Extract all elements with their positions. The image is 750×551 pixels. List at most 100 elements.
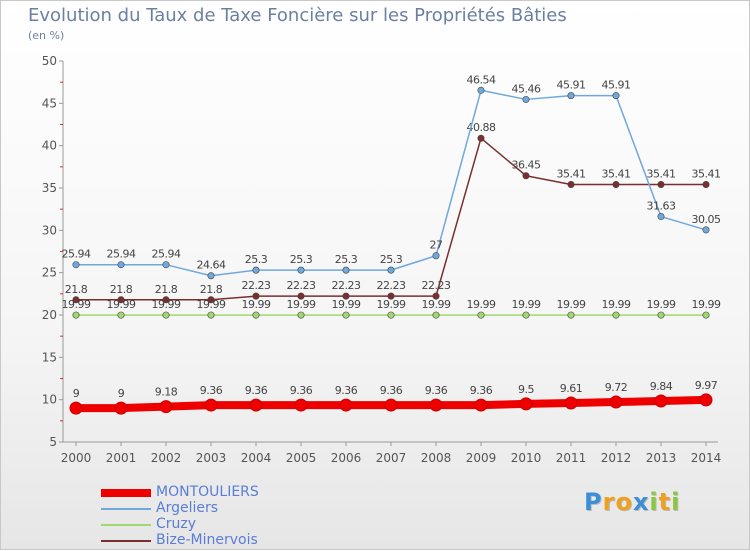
data-point-argeliers-2013	[657, 213, 665, 221]
y-tick-label-15: 15	[42, 350, 57, 364]
data-point-bize-minervois-2010	[522, 172, 530, 180]
data-label-cruzy-2006: 19.99	[332, 298, 361, 311]
data-point-argeliers-2007	[387, 266, 395, 274]
data-point-montouliers-2012	[609, 395, 623, 409]
logo-letter: r	[602, 488, 616, 516]
data-point-cruzy-2008	[432, 311, 440, 319]
x-tick-label-2007: 2007	[376, 451, 407, 465]
y-tick-label-25: 25	[42, 266, 57, 280]
x-tick-label-2003: 2003	[196, 451, 227, 465]
legend-label-argeliers: Argeliers	[156, 500, 219, 516]
x-tick-label-2010: 2010	[511, 451, 542, 465]
data-label-argeliers-2004: 25.3	[245, 253, 268, 266]
data-point-cruzy-2004	[252, 311, 260, 319]
data-point-cruzy-2003	[207, 311, 215, 319]
data-label-bize-minervois-2008: 22.23	[422, 279, 451, 292]
proxiti-logo: Proxiti	[584, 488, 680, 516]
data-point-cruzy-2002	[162, 311, 170, 319]
data-point-bize-minervois-2004	[252, 292, 260, 300]
data-label-argeliers-2011: 45.91	[557, 79, 586, 92]
data-label-bize-minervois-2005: 22.23	[287, 279, 316, 292]
data-label-cruzy-2012: 19.99	[602, 298, 631, 311]
data-point-argeliers-2012	[612, 92, 620, 100]
data-label-bize-minervois-2003: 21.8	[200, 283, 223, 296]
data-label-montouliers-2002: 9.18	[155, 386, 178, 399]
data-label-argeliers-2010: 45.46	[512, 82, 541, 95]
legend-label-cruzy: Cruzy	[156, 516, 197, 532]
data-point-argeliers-2009	[477, 86, 485, 94]
data-label-bize-minervois-2010: 36.45	[512, 159, 541, 172]
y-tick-label-50: 50	[42, 54, 57, 68]
data-point-montouliers-2004	[249, 398, 263, 412]
data-point-cruzy-2000	[72, 311, 80, 319]
data-label-argeliers-2003: 24.64	[197, 259, 226, 272]
data-point-montouliers-2005	[294, 398, 308, 412]
data-point-bize-minervois-2001	[117, 296, 125, 304]
data-label-bize-minervois-2001: 21.8	[110, 283, 133, 296]
x-tick-label-2009: 2009	[466, 451, 497, 465]
data-label-argeliers-2000: 25.94	[62, 248, 91, 261]
data-point-cruzy-2006	[342, 311, 350, 319]
data-label-montouliers-2011: 9.61	[560, 382, 583, 395]
data-label-argeliers-2006: 25.3	[335, 253, 358, 266]
legend-label-montouliers: MONTOULIERS	[156, 484, 259, 500]
data-point-argeliers-2001	[117, 261, 125, 269]
data-point-montouliers-2007	[384, 398, 398, 412]
data-label-argeliers-2012: 45.91	[602, 79, 631, 92]
data-label-bize-minervois-2014: 35.41	[692, 168, 721, 181]
y-tick-label-20: 20	[42, 308, 57, 322]
y-tick-label-40: 40	[42, 139, 57, 153]
data-label-cruzy-2010: 19.99	[512, 298, 541, 311]
data-point-montouliers-2002	[159, 400, 173, 414]
data-point-bize-minervois-2007	[387, 292, 395, 300]
data-label-cruzy-2008: 19.99	[422, 298, 451, 311]
data-point-argeliers-2004	[252, 266, 260, 274]
data-point-argeliers-2003	[207, 272, 215, 280]
data-point-montouliers-2001	[114, 401, 128, 415]
x-tick-label-2013: 2013	[646, 451, 677, 465]
data-point-montouliers-2000	[69, 401, 83, 415]
data-point-cruzy-2001	[117, 311, 125, 319]
data-label-cruzy-2002: 19.99	[152, 298, 181, 311]
y-tick-label-5: 5	[49, 435, 57, 449]
data-point-argeliers-2006	[342, 266, 350, 274]
data-label-argeliers-2007: 25.3	[380, 253, 403, 266]
logo-letter: i	[671, 488, 681, 516]
x-tick-label-2014: 2014	[691, 451, 722, 465]
data-point-cruzy-2011	[567, 311, 575, 319]
chart-subtitle: (en %)	[28, 29, 65, 42]
x-tick-label-2011: 2011	[556, 451, 587, 465]
x-tick-label-2004: 2004	[241, 451, 272, 465]
data-point-montouliers-2003	[204, 398, 218, 412]
data-point-bize-minervois-2003	[207, 296, 215, 304]
data-point-montouliers-2009	[474, 398, 488, 412]
data-label-argeliers-2001: 25.94	[107, 248, 136, 261]
logo-letter: i	[649, 488, 659, 516]
legend-swatch-bize-minervois	[101, 540, 151, 542]
data-label-bize-minervois-2011: 35.41	[557, 168, 586, 181]
data-label-montouliers-2008: 9.36	[425, 384, 448, 397]
data-point-montouliers-2010	[519, 397, 533, 411]
data-point-bize-minervois-2002	[162, 296, 170, 304]
logo-letter: t	[658, 488, 672, 516]
legend-swatch-argeliers	[101, 508, 151, 510]
data-label-argeliers-2005: 25.3	[290, 253, 313, 266]
y-tick-label-45: 45	[42, 96, 57, 110]
data-point-bize-minervois-2013	[657, 181, 665, 189]
data-point-bize-minervois-2014	[702, 181, 710, 189]
data-point-bize-minervois-2005	[297, 292, 305, 300]
data-label-montouliers-2004: 9.36	[245, 384, 268, 397]
x-tick-label-2001: 2001	[106, 451, 137, 465]
x-tick-label-2008: 2008	[421, 451, 452, 465]
data-label-bize-minervois-2000: 21.8	[65, 283, 88, 296]
data-label-montouliers-2007: 9.36	[380, 384, 403, 397]
data-point-cruzy-2012	[612, 311, 620, 319]
data-point-montouliers-2014	[699, 393, 713, 407]
data-label-bize-minervois-2006: 22.23	[332, 279, 361, 292]
data-point-argeliers-2010	[522, 95, 530, 103]
data-point-cruzy-2010	[522, 311, 530, 319]
y-tick-label-10: 10	[42, 393, 57, 407]
data-point-bize-minervois-2008	[432, 292, 440, 300]
